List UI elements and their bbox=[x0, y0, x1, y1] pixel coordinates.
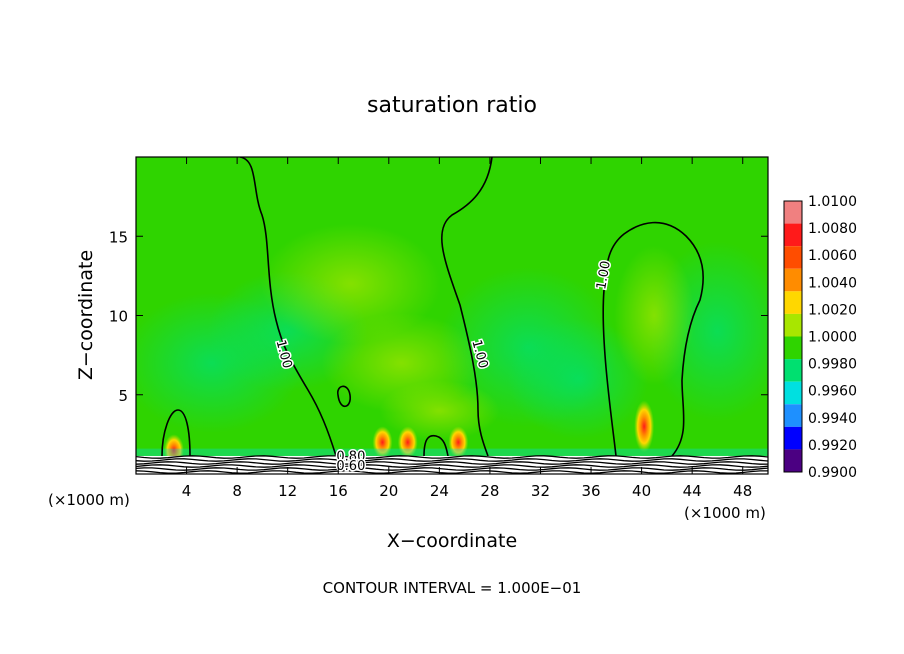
ground-contour-4 bbox=[136, 467, 768, 471]
colorbar-swatch-10 bbox=[784, 426, 802, 450]
plot-area: 1.00 1.001.000.800.60 bbox=[136, 157, 768, 474]
x-tick-label-2: 12 bbox=[278, 482, 297, 500]
field-shade-7 bbox=[379, 380, 500, 441]
x-tick-label-11: 48 bbox=[733, 482, 752, 500]
colorbar-swatch-9 bbox=[784, 404, 802, 427]
field-anomalies bbox=[136, 223, 768, 467]
colorbar-label-9: 0.9920 bbox=[808, 438, 857, 454]
colorbar: 1.0100 1.0080 1.0060 1.0040 1.0020 1.0000 0.99… bbox=[783, 194, 857, 481]
colorbar-swatch-0 bbox=[784, 201, 802, 224]
contour-lines bbox=[161, 157, 704, 457]
ground-contours bbox=[136, 455, 768, 474]
contour-middle bbox=[440, 157, 493, 457]
ground-contour-5 bbox=[136, 470, 768, 474]
contour-mid-bump bbox=[423, 434, 449, 457]
colorbar-label-4: 1.0020 bbox=[808, 302, 857, 318]
x-tick-label-0: 4 bbox=[182, 482, 192, 500]
colorbar-label-3: 1.0040 bbox=[808, 275, 857, 291]
colorbar-swatch-4 bbox=[784, 291, 802, 314]
x-unit-left: (×1000 m) bbox=[48, 491, 130, 509]
colorbar-swatch-5 bbox=[784, 313, 802, 337]
contour-left bbox=[239, 157, 337, 457]
colorbar-swatch-2 bbox=[784, 246, 802, 269]
x-tick-label-9: 40 bbox=[632, 482, 651, 500]
x-tick-label-6: 28 bbox=[480, 482, 499, 500]
contour-interval-note: CONTOUR INTERVAL = 1.000E−01 bbox=[323, 579, 582, 597]
y-axis: 5 10 15 bbox=[109, 228, 768, 405]
colorbar-label-10: 0.9900 bbox=[808, 465, 857, 481]
contour-labels: 1.00 1.001.000.800.60 bbox=[271, 258, 615, 474]
x-unit-right: (×1000 m) bbox=[684, 504, 766, 522]
colorbar-label-2: 1.0060 bbox=[808, 248, 857, 264]
contour-label-3: 0.80 bbox=[336, 450, 365, 465]
x-tick-label-1: 8 bbox=[232, 482, 242, 500]
x-tick-label-5: 24 bbox=[430, 482, 449, 500]
x-tick-label-8: 36 bbox=[581, 482, 600, 500]
contour-left-bump bbox=[161, 409, 191, 457]
contour-small-loop bbox=[337, 385, 351, 408]
contour-label-4: 0.60 bbox=[336, 459, 365, 474]
colorbar-label-5: 1.0000 bbox=[808, 330, 857, 346]
colorbar-swatch-3 bbox=[784, 268, 802, 292]
ground-contour-1 bbox=[136, 458, 768, 462]
colorbar-label-8: 0.9940 bbox=[808, 411, 857, 427]
ground-contour-2 bbox=[136, 461, 768, 465]
x-axis: 4 8 12 16 20 24 28 32 36 40 44 48 bbox=[182, 157, 752, 500]
colorbar-swatch-8 bbox=[784, 381, 802, 405]
contour-right bbox=[602, 221, 704, 457]
y-tick-label-1: 10 bbox=[109, 308, 128, 326]
hotspot-2 bbox=[397, 426, 418, 459]
contour-label-2: 1.00 bbox=[594, 260, 614, 291]
x-tick-label-4: 20 bbox=[379, 482, 398, 500]
y-tick-label-0: 5 bbox=[118, 387, 128, 405]
colorbar-swatch-1 bbox=[784, 223, 802, 247]
colorbar-swatch-6 bbox=[784, 336, 802, 360]
field-shade-3 bbox=[508, 318, 649, 439]
hotspot-1 bbox=[372, 426, 393, 459]
near-ground-band bbox=[136, 448, 768, 459]
colorbar-label-1: 1.0080 bbox=[808, 221, 857, 237]
hotspot-4 bbox=[634, 400, 655, 453]
ground-contour-3 bbox=[136, 464, 768, 468]
colorbar-label-0: 1.0100 bbox=[808, 194, 857, 210]
colorbar-frame bbox=[783, 200, 803, 473]
y-axis-label: Z−coordinate bbox=[75, 250, 97, 380]
x-tick-label-7: 32 bbox=[531, 482, 550, 500]
ground-contour-0 bbox=[136, 455, 768, 459]
colorbar-label-7: 0.9960 bbox=[808, 384, 857, 400]
x-axis-label: X−coordinate bbox=[387, 530, 517, 552]
x-tick-label-10: 44 bbox=[683, 482, 702, 500]
hotspot-3 bbox=[448, 426, 469, 459]
y-tick-label-2: 15 bbox=[109, 228, 128, 246]
field-shade-8 bbox=[614, 245, 695, 386]
colorbar-swatch-7 bbox=[784, 359, 802, 382]
chart-title: saturation ratio bbox=[367, 93, 537, 118]
colorbar-swatch-11 bbox=[784, 449, 802, 472]
colorbar-label-6: 0.9980 bbox=[808, 357, 857, 373]
x-tick-label-3: 16 bbox=[329, 482, 348, 500]
